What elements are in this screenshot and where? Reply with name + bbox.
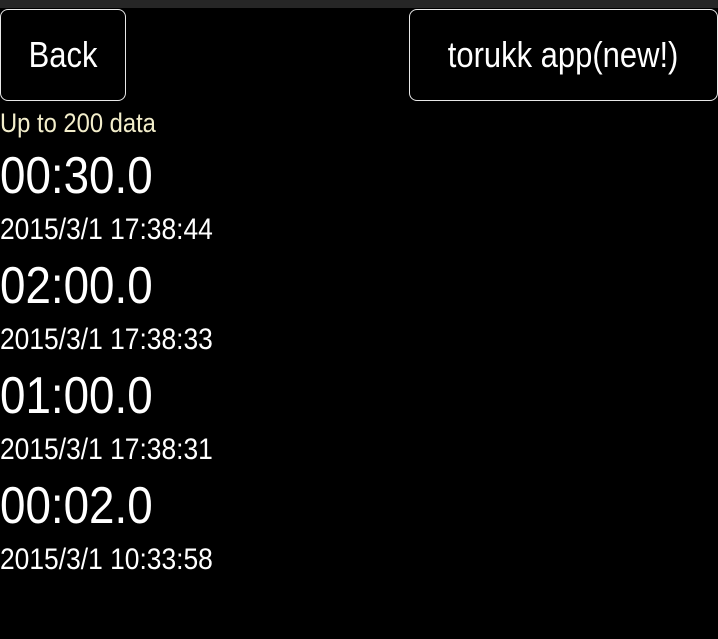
record-duration: 01:00.0	[0, 367, 153, 425]
data-limit-label: Up to 200 data	[0, 108, 156, 138]
back-button-label: Back	[28, 34, 98, 75]
record-datetime: 2015/3/1 17:38:31	[0, 433, 213, 466]
record-datetime: 2015/3/1 10:33:58	[0, 543, 213, 576]
record-datetime: 2015/3/1 17:38:33	[0, 323, 213, 356]
back-button[interactable]: Back	[0, 9, 126, 101]
torukk-app-button[interactable]: torukk app(new!)	[409, 9, 718, 101]
record-datetime: 2015/3/1 17:38:44	[0, 213, 213, 246]
record-duration: 02:00.0	[0, 257, 153, 315]
torukk-app-button-label: torukk app(new!)	[448, 34, 679, 75]
status-bar	[0, 0, 718, 8]
record-duration: 00:02.0	[0, 477, 153, 535]
record-duration: 00:30.0	[0, 147, 153, 205]
